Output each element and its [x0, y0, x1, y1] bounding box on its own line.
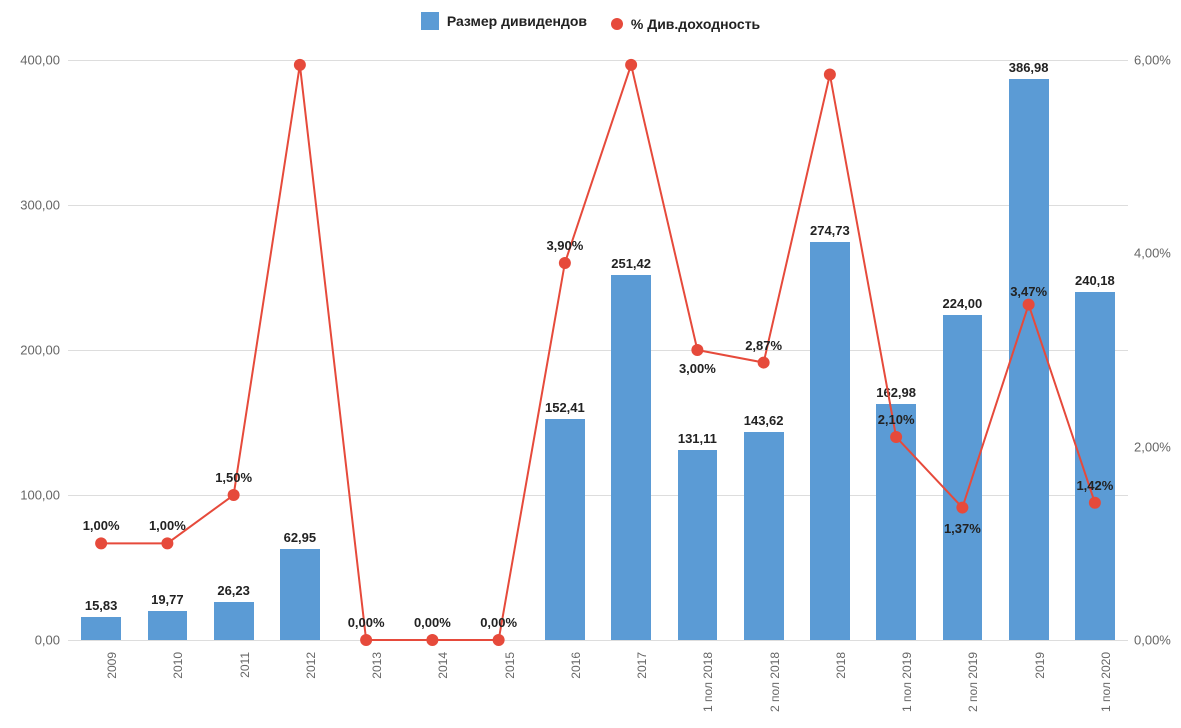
x-tick-label: 2019	[1033, 652, 1047, 679]
x-tick-label: 2018	[834, 652, 848, 679]
line-value-label: 1,00%	[132, 518, 202, 533]
line-marker	[228, 489, 240, 501]
line-value-label: 3,00%	[662, 361, 732, 376]
line-marker	[294, 59, 306, 71]
legend-dot-icon	[611, 18, 623, 30]
line-value-label: 1,37%	[927, 521, 997, 536]
line-marker	[956, 502, 968, 514]
x-tick-label: 2 пол 2019	[966, 652, 980, 712]
plot-area: 0,00100,00200,00300,00400,000,00%2,00%4,…	[68, 60, 1128, 640]
x-tick-label: 2011	[238, 652, 252, 678]
legend-swatch-icon	[421, 12, 439, 30]
legend: Размер дивидендов % Див.доходность	[0, 12, 1181, 33]
dividend-chart: Размер дивидендов % Див.доходность 0,001…	[0, 0, 1181, 728]
x-tick-label: 2009	[105, 652, 119, 679]
line-value-label: 0,00%	[331, 615, 401, 630]
y1-tick-label: 300,00	[8, 198, 60, 213]
legend-item-line: % Див.доходность	[611, 16, 760, 32]
gridline	[68, 640, 1128, 641]
line-value-label: 1,42%	[1060, 478, 1130, 493]
line-marker	[890, 431, 902, 443]
line-marker	[824, 69, 836, 81]
line-value-label: 0,00%	[397, 615, 467, 630]
y2-tick-label: 6,00%	[1134, 53, 1181, 68]
y1-tick-label: 100,00	[8, 488, 60, 503]
y1-tick-label: 0,00	[8, 633, 60, 648]
line-marker	[493, 634, 505, 646]
line-value-label: 1,50%	[199, 470, 269, 485]
line-value-label: 2,10%	[861, 412, 931, 427]
x-tick-label: 1 пол 2018	[701, 652, 715, 712]
y2-tick-label: 2,00%	[1134, 439, 1181, 454]
line-marker	[1089, 497, 1101, 509]
legend-label: Размер дивидендов	[447, 13, 587, 29]
line-marker	[559, 257, 571, 269]
y2-tick-label: 0,00%	[1134, 633, 1181, 648]
line-marker	[95, 537, 107, 549]
x-tick-label: 2016	[569, 652, 583, 679]
line-series	[68, 60, 1128, 640]
y1-tick-label: 200,00	[8, 343, 60, 358]
x-tick-label: 2012	[304, 652, 318, 679]
x-tick-label: 2010	[171, 652, 185, 679]
x-tick-label: 2 пол 2018	[768, 652, 782, 712]
line-value-label: 3,47%	[994, 284, 1064, 299]
x-tick-label: 2013	[370, 652, 384, 679]
x-tick-label: 2017	[635, 652, 649, 679]
line-marker	[360, 634, 372, 646]
y2-tick-label: 4,00%	[1134, 246, 1181, 261]
line-marker	[691, 344, 703, 356]
x-tick-label: 1 пол 2020	[1099, 652, 1113, 712]
y1-tick-label: 400,00	[8, 53, 60, 68]
x-tick-label: 1 пол 2019	[900, 652, 914, 712]
line-marker	[625, 59, 637, 71]
line-value-label: 0,00%	[464, 615, 534, 630]
line-value-label: 1,00%	[66, 518, 136, 533]
x-tick-label: 2014	[436, 652, 450, 679]
line-value-label: 2,87%	[729, 338, 799, 353]
legend-item-bars: Размер дивидендов	[421, 12, 587, 30]
x-tick-label: 2015	[503, 652, 517, 679]
line-marker	[161, 537, 173, 549]
line-marker	[758, 357, 770, 369]
line-marker	[426, 634, 438, 646]
line-marker	[1023, 299, 1035, 311]
line-path	[101, 65, 1095, 640]
legend-label: % Див.доходность	[631, 16, 760, 32]
line-value-label: 3,90%	[530, 238, 600, 253]
